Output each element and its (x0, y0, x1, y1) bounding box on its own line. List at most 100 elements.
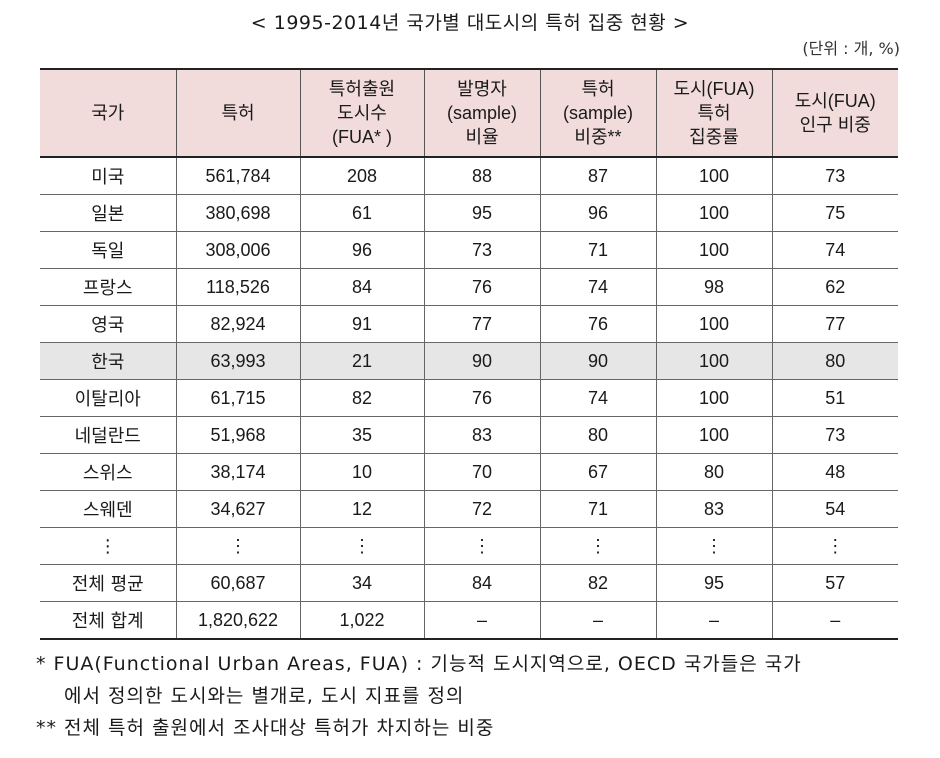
value-cell: 100 (655, 305, 773, 343)
country-cell: 전체 합계 (40, 601, 177, 640)
table-row: 독일 308,006 96 73 71 100 74 (40, 231, 898, 269)
value-cell: 73 (771, 416, 898, 454)
country-cell: 한국 (40, 342, 177, 380)
country-cell: ⋮ (40, 527, 177, 565)
table-row: 전체 평균 60,687 34 84 82 95 57 (40, 564, 898, 602)
value-cell: 77 (771, 305, 898, 343)
value-cell: ⋮ (655, 527, 773, 565)
table-row: ⋮ ⋮ ⋮ ⋮ ⋮ ⋮ ⋮ (40, 527, 898, 565)
column-header-line: (FUA* ) (332, 127, 392, 147)
value-cell: 74 (539, 268, 657, 306)
value-cell: 57 (771, 564, 898, 602)
table-row: 한국 63,993 21 90 90 100 80 (40, 342, 898, 380)
column-header-line: 특허출원 (328, 79, 396, 99)
value-cell: 308,006 (175, 231, 301, 269)
value-cell: 60,687 (175, 564, 301, 602)
value-cell: 91 (299, 305, 425, 343)
value-cell: 62 (771, 268, 898, 306)
table-row: 일본 380,698 61 95 96 100 75 (40, 194, 898, 232)
country-cell: 영국 (40, 305, 177, 343)
value-cell: 82,924 (175, 305, 301, 343)
value-cell: ⋮ (423, 527, 541, 565)
table-row: 영국 82,924 91 77 76 100 77 (40, 305, 898, 343)
value-cell: 12 (299, 490, 425, 528)
country-cell: 스웨덴 (40, 490, 177, 528)
table-row: 스위스 38,174 10 70 67 80 48 (40, 453, 898, 491)
column-header-line: 도시(FUA) (673, 79, 755, 99)
value-cell: 87 (539, 156, 657, 195)
column-header: 특허출원 도시수 (FUA* ) (299, 68, 425, 158)
value-cell: ⋮ (175, 527, 301, 565)
value-cell: 100 (655, 194, 773, 232)
value-cell: 90 (423, 342, 541, 380)
patent-concentration-table: 국가 특허 특허출원 도시수 (FUA* ) 발명자 (sample) 비율 특허 (sample… (40, 68, 898, 640)
value-cell: 96 (539, 194, 657, 232)
country-cell: 네덜란드 (40, 416, 177, 454)
value-cell: 208 (299, 156, 425, 195)
value-cell: 73 (423, 231, 541, 269)
value-cell: 51,968 (175, 416, 301, 454)
country-cell: 이탈리아 (40, 379, 177, 417)
country-cell: 일본 (40, 194, 177, 232)
value-cell: 67 (539, 453, 657, 491)
column-header-line: 특허 (697, 103, 731, 123)
value-cell: 100 (655, 379, 773, 417)
footnotes: * FUA(Functional Urban Areas, FUA) : 기능적… (36, 648, 906, 744)
table-title: < 1995-2014년 국가별 대도시의 특허 집중 현황 > (250, 12, 690, 34)
value-cell: 80 (655, 453, 773, 491)
value-cell: 74 (539, 379, 657, 417)
value-cell: 38,174 (175, 453, 301, 491)
country-cell: 독일 (40, 231, 177, 269)
value-cell: 80 (539, 416, 657, 454)
value-cell: 70 (423, 453, 541, 491)
column-header-line: (sample) (446, 103, 517, 123)
value-cell: ⋮ (771, 527, 898, 565)
value-cell: 100 (655, 231, 773, 269)
table-row: 미국 561,784 208 88 87 100 73 (40, 156, 898, 195)
value-cell: 88 (423, 156, 541, 195)
header-row: 국가 특허 특허출원 도시수 (FUA* ) 발명자 (sample) 비율 특허 (sample… (40, 68, 898, 158)
column-header-line: 발명자 (457, 79, 507, 99)
value-cell: 71 (539, 490, 657, 528)
table-row: 프랑스 118,526 84 76 74 98 62 (40, 268, 898, 306)
value-cell: 73 (771, 156, 898, 195)
value-cell: 72 (423, 490, 541, 528)
value-cell: 1,022 (299, 601, 425, 640)
value-cell: 96 (299, 231, 425, 269)
value-cell: 84 (423, 564, 541, 602)
value-cell: 95 (655, 564, 773, 602)
value-cell: 82 (539, 564, 657, 602)
value-cell: 21 (299, 342, 425, 380)
value-cell: 380,698 (175, 194, 301, 232)
value-cell: 61,715 (175, 379, 301, 417)
value-cell: 83 (655, 490, 773, 528)
column-header: 도시(FUA) 인구 비중 (771, 68, 898, 158)
value-cell: 54 (771, 490, 898, 528)
value-cell: – (423, 601, 541, 640)
column-header-line: (sample) (562, 103, 633, 123)
unit-note: (단위 : 개, %) (802, 39, 900, 58)
column-header-line: 도시(FUA) (794, 91, 876, 111)
value-cell: 83 (423, 416, 541, 454)
value-cell: 561,784 (175, 156, 301, 195)
value-cell: ⋮ (539, 527, 657, 565)
value-cell: 76 (423, 268, 541, 306)
column-header: 국가 (40, 68, 177, 158)
column-header-line: 특허 (221, 103, 255, 123)
table-row: 전체 합계 1,820,622 1,022– – – – (40, 601, 898, 640)
value-cell: 71 (539, 231, 657, 269)
value-cell: 118,526 (175, 268, 301, 306)
table-body: 미국 561,784 208 88 87 100 73 일본 380,698 61 95 96 100 7… (40, 156, 898, 640)
value-cell: 63,993 (175, 342, 301, 380)
value-cell: 80 (771, 342, 898, 380)
column-header-line: 비율 (465, 127, 499, 147)
column-header-line: 집중률 (689, 127, 739, 147)
value-cell: 100 (655, 156, 773, 195)
column-header-line: 비중** (574, 127, 622, 147)
column-header-line: 국가 (91, 103, 125, 123)
value-cell: 76 (539, 305, 657, 343)
value-cell: 90 (539, 342, 657, 380)
country-cell: 전체 평균 (40, 564, 177, 602)
value-cell: 76 (423, 379, 541, 417)
